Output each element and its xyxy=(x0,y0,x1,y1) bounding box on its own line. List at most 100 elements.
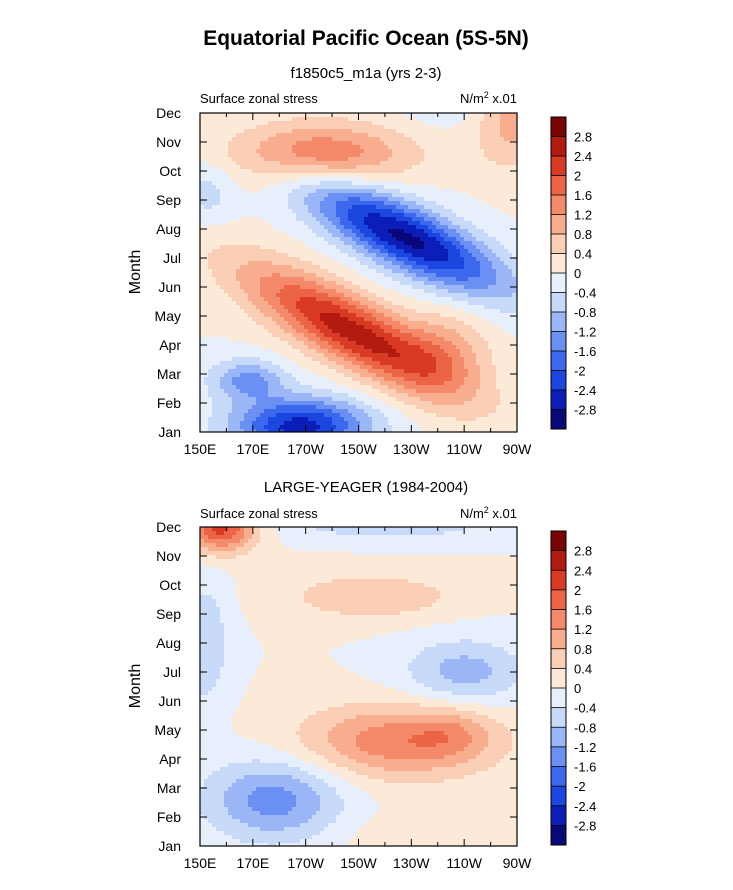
contour-cell xyxy=(268,153,273,158)
contour-cell xyxy=(380,245,385,250)
contour-cell xyxy=(304,161,309,166)
contour-cell xyxy=(436,261,441,266)
contour-cell xyxy=(396,229,401,234)
contour-cell xyxy=(376,237,381,242)
contour-cell xyxy=(272,325,277,330)
contour-cell xyxy=(456,129,461,134)
contour-cell xyxy=(212,181,217,186)
contour-cell xyxy=(304,213,309,218)
contour-cell xyxy=(496,245,501,250)
contour-cell xyxy=(428,233,433,238)
contour-cell xyxy=(412,197,417,202)
contour-cell xyxy=(424,169,429,174)
contour-cell xyxy=(508,193,513,198)
contour-cell xyxy=(364,173,369,178)
contour-cell xyxy=(356,297,361,302)
contour-cell xyxy=(440,149,445,154)
contour-cell xyxy=(472,265,477,270)
contour-cell xyxy=(448,321,453,326)
contour-cell xyxy=(412,141,417,146)
contour-cell xyxy=(416,317,421,322)
figure-title: Equatorial Pacific Ocean (5S-5N) xyxy=(203,27,529,50)
contour-cell xyxy=(348,169,353,174)
contour-cell xyxy=(492,145,497,150)
contour-cell xyxy=(488,229,493,234)
contour-cell xyxy=(508,297,513,302)
contour-cell xyxy=(424,189,429,194)
contour-cell xyxy=(424,141,429,146)
contour-cell xyxy=(416,141,421,146)
contour-cell xyxy=(456,237,461,242)
contour-cell xyxy=(432,181,437,186)
contour-cell xyxy=(288,293,293,298)
contour-cell xyxy=(384,157,389,162)
contour-cell xyxy=(452,301,457,306)
contour-cell xyxy=(304,229,309,234)
contour-cell xyxy=(424,233,429,238)
contour-cell xyxy=(428,249,433,254)
contour-cell xyxy=(448,353,453,358)
contour-cell xyxy=(484,145,489,150)
contour-cell xyxy=(480,253,485,258)
contour-cell xyxy=(460,201,465,206)
contour-cell xyxy=(472,185,477,190)
contour-cell xyxy=(264,245,269,250)
contour-cell xyxy=(352,325,357,330)
contour-cell xyxy=(344,129,349,134)
contour-cell xyxy=(436,321,441,326)
contour-cell xyxy=(308,273,313,278)
contour-cell xyxy=(288,241,293,246)
contour-cell xyxy=(276,157,281,162)
contour-cell xyxy=(416,205,421,210)
contour-cell xyxy=(332,177,337,182)
contour-cell xyxy=(452,353,457,358)
contour-cell xyxy=(488,253,493,258)
contour-cell xyxy=(328,309,333,314)
contour-cell xyxy=(476,193,481,198)
contour-cell xyxy=(304,337,309,342)
contour-cell xyxy=(396,197,401,202)
contour-cell xyxy=(508,333,513,338)
contour-cell xyxy=(224,301,229,306)
contour-cell xyxy=(408,329,413,334)
contour-cell xyxy=(448,313,453,318)
contour-cell xyxy=(228,337,233,342)
contour-cell xyxy=(260,153,265,158)
contour-cell xyxy=(332,241,337,246)
contour-cell xyxy=(204,273,209,278)
contour-cell xyxy=(228,253,233,258)
contour-cell xyxy=(320,145,325,150)
contour-cell xyxy=(300,257,305,262)
contour-cell xyxy=(272,337,277,342)
contour-cell xyxy=(460,357,465,362)
contour-cell xyxy=(232,201,237,206)
contour-cell xyxy=(420,345,425,350)
contour-cell xyxy=(364,189,369,194)
contour-cell xyxy=(436,249,441,254)
contour-cell xyxy=(264,249,269,254)
contour-cell xyxy=(404,197,409,202)
contour-cell xyxy=(328,145,333,150)
contour-cell xyxy=(340,129,345,134)
contour-cell xyxy=(368,113,373,118)
contour-cell xyxy=(452,189,457,194)
contour-cell xyxy=(328,305,333,310)
contour-cell xyxy=(372,325,377,330)
contour-cell xyxy=(412,301,417,306)
contour-cell xyxy=(264,193,269,198)
contour-cell xyxy=(436,337,441,342)
contour-cell xyxy=(392,221,397,226)
contour-cell xyxy=(308,249,313,254)
contour-cell xyxy=(324,157,329,162)
contour-cell xyxy=(432,353,437,358)
contour-cell xyxy=(216,197,221,202)
contour-cell xyxy=(432,161,437,166)
contour-cell xyxy=(368,301,373,306)
contour-cell xyxy=(472,173,477,178)
contour-cell xyxy=(208,337,213,342)
contour-cell xyxy=(284,125,289,130)
contour-cell xyxy=(264,153,269,158)
contour-cell xyxy=(320,245,325,250)
contour-cell xyxy=(324,301,329,306)
contour-cell xyxy=(352,317,357,322)
